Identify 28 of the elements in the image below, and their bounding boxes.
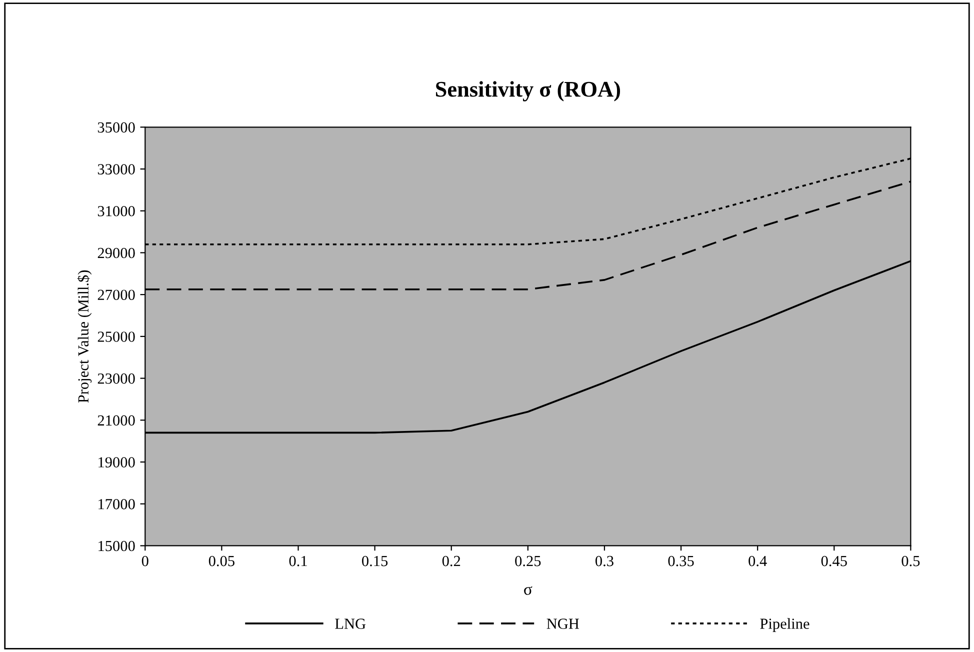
x-tick-label: 0.5 (902, 556, 920, 566)
legend-label: NGH (546, 618, 579, 629)
legend-label: LNG (335, 618, 366, 629)
y-tick-label: 33000 (98, 164, 135, 174)
x-tick-label: 0.3 (596, 556, 614, 566)
y-tick-label: 35000 (98, 122, 135, 133)
y-tick-label: 27000 (98, 290, 135, 300)
x-tick-label: 0.05 (208, 556, 234, 566)
chart-title: Sensitivity σ (ROA) (436, 81, 620, 102)
y-tick-label: 21000 (98, 415, 135, 426)
y-tick-label: 23000 (98, 373, 135, 384)
y-axis-title: Project Value (Mill.$) (77, 270, 92, 403)
legend-label: Pipeline (760, 618, 810, 632)
x-tick-label: 0.15 (362, 556, 388, 566)
y-tick-label: 15000 (98, 540, 135, 552)
x-tick-label: 0.2 (442, 556, 460, 566)
y-tick-label: 19000 (98, 457, 135, 468)
y-tick-label: 17000 (98, 499, 135, 510)
y-tick-label: 29000 (98, 248, 135, 258)
x-axis-title: σ (524, 586, 532, 595)
y-tick-label: 25000 (98, 332, 135, 342)
x-tick-label: 0.25 (515, 556, 541, 566)
x-tick-label: 0 (142, 556, 148, 566)
x-tick-label: 0.4 (748, 556, 767, 566)
x-tick-label: 0.1 (289, 556, 307, 566)
y-tick-label: 31000 (98, 206, 135, 216)
x-tick-label: 0.35 (668, 556, 694, 566)
x-tick-label: 0.45 (821, 556, 847, 566)
